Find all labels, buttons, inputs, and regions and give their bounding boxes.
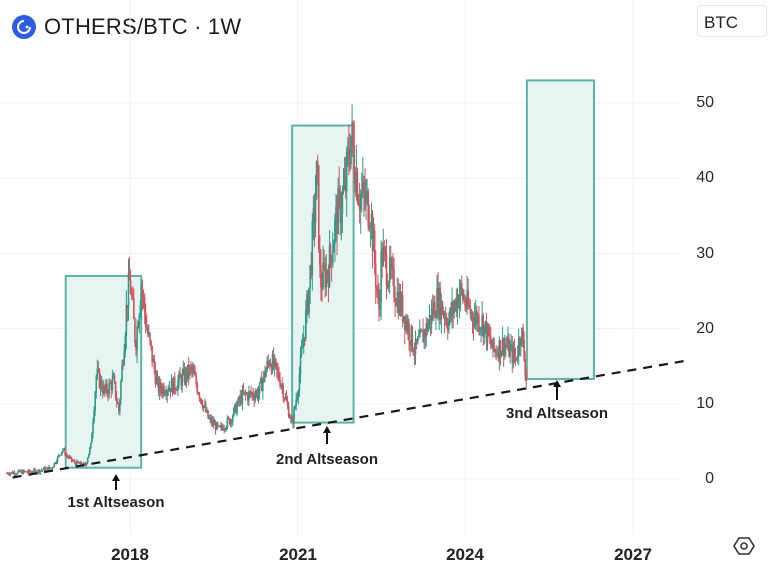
chart-header: OTHERS/BTC · 1W bbox=[12, 10, 241, 44]
y-tick-0: 0 bbox=[705, 470, 714, 487]
coin-logo-icon bbox=[12, 15, 36, 39]
annotation-arrows bbox=[112, 380, 561, 490]
trendline bbox=[12, 359, 690, 479]
chart-settings-icon[interactable] bbox=[733, 535, 755, 557]
y-tick-20: 20 bbox=[696, 320, 714, 337]
annotation-1st-altseason: 1st Altseason bbox=[67, 494, 165, 511]
y-tick-40: 40 bbox=[696, 169, 714, 186]
x-tick-2021: 2021 bbox=[279, 545, 317, 564]
currency-button[interactable]: BTC bbox=[697, 5, 767, 37]
x-tick-2027: 2027 bbox=[614, 545, 652, 564]
x-tick-2024: 2024 bbox=[446, 545, 484, 564]
price-candles bbox=[6, 104, 528, 477]
symbol-title[interactable]: OTHERS/BTC · 1W bbox=[44, 14, 242, 39]
y-tick-10: 10 bbox=[696, 395, 714, 412]
annotation-2nd-altseason: 2nd Altseason bbox=[276, 451, 378, 468]
annotation-3nd-altseason: 3nd Altseason bbox=[506, 405, 608, 422]
y-tick-30: 30 bbox=[696, 245, 714, 262]
altseason-boxes bbox=[64, 79, 595, 469]
x-tick-2018: 2018 bbox=[111, 545, 149, 564]
y-tick-50: 50 bbox=[696, 94, 714, 111]
